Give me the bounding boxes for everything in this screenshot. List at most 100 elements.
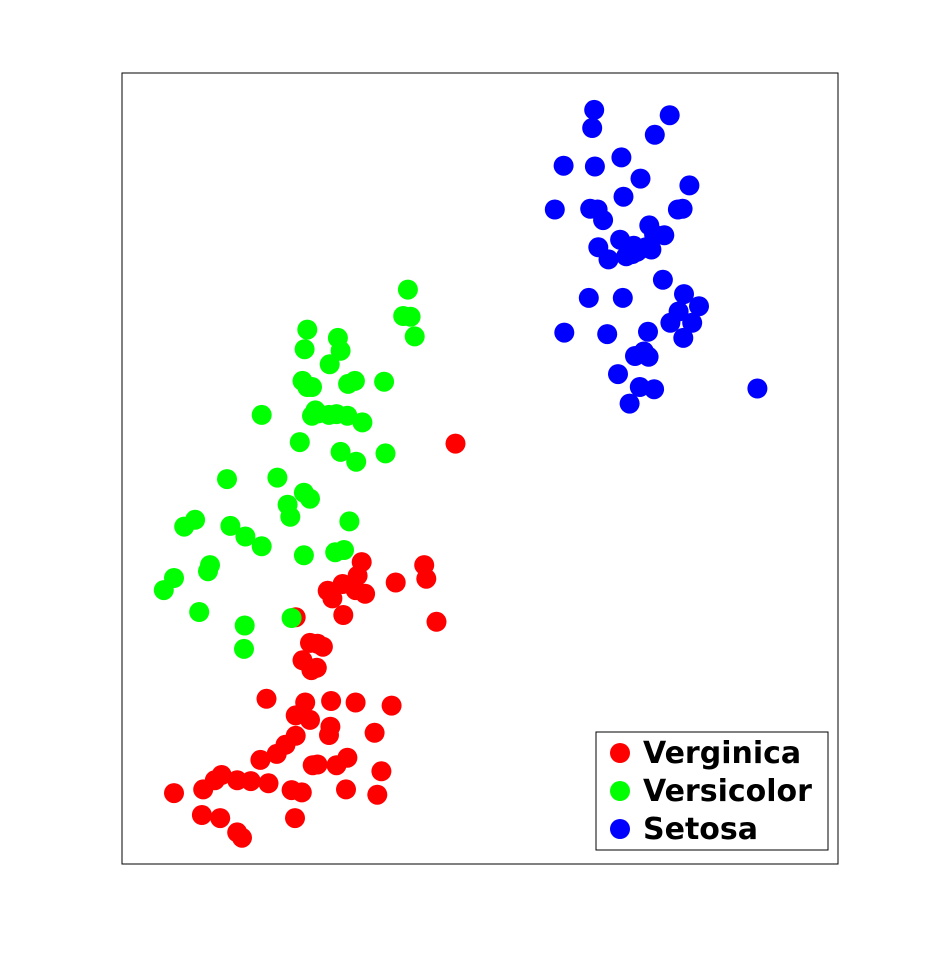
- point-versicolor: [302, 377, 322, 397]
- point-versicolor: [319, 354, 340, 375]
- legend-marker-setosa: [610, 819, 630, 839]
- point-setosa: [689, 296, 709, 317]
- point-setosa: [619, 393, 640, 414]
- point-setosa: [659, 105, 680, 126]
- point-versicolor: [281, 608, 302, 628]
- point-setosa: [747, 378, 768, 399]
- point-versicolor: [293, 545, 314, 566]
- point-setosa: [625, 346, 645, 366]
- point-versicolor: [330, 340, 351, 361]
- point-setosa: [644, 124, 665, 145]
- point-versicolor: [338, 373, 359, 394]
- point-verginica: [301, 660, 322, 681]
- point-setosa: [652, 269, 673, 290]
- point-verginica: [232, 827, 252, 848]
- point-setosa: [672, 198, 693, 219]
- point-versicolor: [337, 405, 358, 426]
- point-verginica: [300, 709, 320, 730]
- point-versicolor: [330, 441, 351, 462]
- point-verginica: [307, 754, 328, 775]
- point-verginica: [193, 779, 214, 800]
- point-versicolor: [374, 371, 395, 392]
- point-verginica: [381, 695, 402, 716]
- point-setosa: [630, 168, 651, 189]
- point-versicolor: [200, 555, 220, 576]
- point-setosa: [682, 312, 703, 333]
- point-verginica: [210, 808, 231, 829]
- point-versicolor: [234, 615, 255, 636]
- point-verginica: [345, 580, 366, 601]
- point-versicolor: [404, 326, 425, 347]
- point-setosa: [612, 287, 633, 308]
- point-verginica: [367, 784, 388, 805]
- point-verginica: [266, 743, 287, 764]
- point-versicolor: [289, 432, 310, 453]
- point-setosa: [660, 312, 681, 333]
- point-setosa: [613, 186, 634, 207]
- point-versicolor: [174, 516, 195, 537]
- point-versicolor: [234, 638, 254, 659]
- point-verginica: [258, 773, 279, 794]
- point-versicolor: [352, 412, 373, 433]
- point-verginica: [445, 433, 466, 454]
- point-setosa: [679, 175, 700, 196]
- point-verginica: [191, 805, 212, 825]
- point-verginica: [333, 605, 354, 625]
- point-setosa: [553, 155, 574, 176]
- point-verginica: [256, 688, 277, 709]
- point-setosa: [593, 210, 614, 231]
- point-setosa: [608, 364, 628, 385]
- point-verginica: [336, 779, 356, 800]
- point-verginica: [416, 568, 437, 589]
- point-setosa: [611, 147, 632, 168]
- legend-marker-versicolor: [610, 781, 630, 801]
- point-setosa: [638, 321, 658, 342]
- point-verginica: [240, 771, 261, 792]
- point-verginica: [250, 749, 271, 770]
- point-versicolor: [153, 580, 174, 601]
- point-verginica: [364, 722, 385, 743]
- point-versicolor: [397, 279, 418, 300]
- point-versicolor: [251, 404, 272, 425]
- point-setosa: [598, 249, 619, 270]
- legend-marker-verginica: [610, 743, 630, 763]
- point-verginica: [426, 611, 447, 632]
- point-versicolor: [217, 469, 237, 490]
- point-versicolor: [325, 542, 346, 563]
- legend-label-verginica: Verginica: [643, 736, 801, 771]
- point-verginica: [337, 747, 358, 768]
- point-setosa: [584, 99, 605, 120]
- points-layer: [153, 99, 768, 848]
- point-setosa: [622, 244, 643, 265]
- point-setosa: [578, 287, 599, 308]
- legend-label-versicolor: Versicolor: [643, 774, 812, 809]
- point-setosa: [584, 156, 605, 177]
- point-verginica: [319, 725, 339, 745]
- point-versicolor: [280, 506, 301, 527]
- point-setosa: [654, 225, 675, 246]
- point-versicolor: [251, 536, 272, 557]
- point-verginica: [164, 783, 184, 804]
- point-verginica: [291, 782, 312, 803]
- point-versicolor: [189, 602, 210, 622]
- point-versicolor: [220, 515, 241, 536]
- point-verginica: [321, 691, 342, 711]
- point-versicolor: [400, 306, 421, 327]
- point-versicolor: [375, 443, 396, 464]
- point-setosa: [674, 284, 694, 305]
- point-setosa: [582, 118, 603, 138]
- point-setosa: [644, 379, 665, 400]
- point-versicolor: [339, 511, 360, 532]
- point-verginica: [285, 808, 305, 829]
- point-versicolor: [300, 488, 320, 509]
- point-setosa: [597, 324, 618, 345]
- point-versicolor: [294, 339, 315, 360]
- point-setosa: [544, 199, 565, 220]
- legend-label-setosa: Setosa: [643, 812, 758, 847]
- plot-frame: [121, 72, 839, 865]
- point-verginica: [385, 572, 406, 593]
- point-verginica: [345, 692, 366, 713]
- point-versicolor: [346, 451, 367, 472]
- point-versicolor: [297, 319, 318, 340]
